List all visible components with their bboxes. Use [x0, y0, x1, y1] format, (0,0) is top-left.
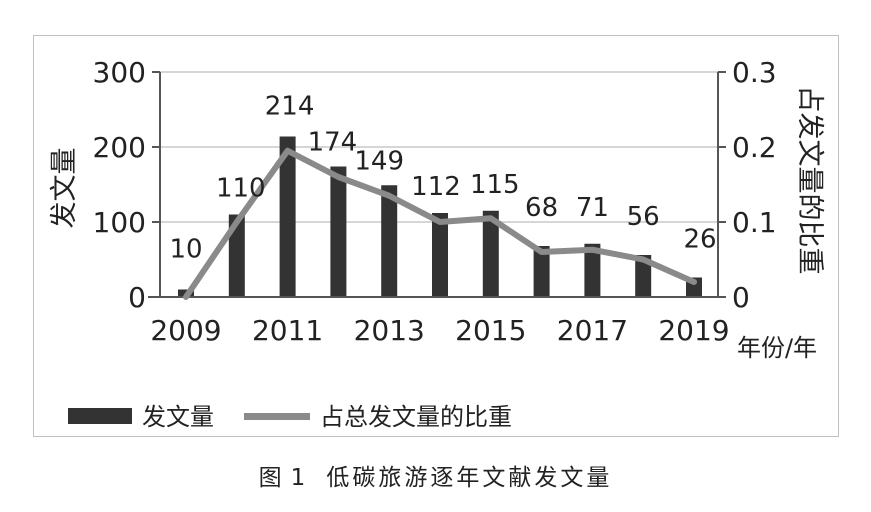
- legend-line-label: 占总发文量的比重: [320, 403, 512, 431]
- x-axis-title: 年份/年: [737, 334, 817, 362]
- data-label: 115: [470, 170, 520, 200]
- legend-bar-label: 发文量: [142, 403, 214, 431]
- data-label: 214: [265, 92, 315, 122]
- x-tick-label: 2013: [354, 314, 425, 347]
- y2-tick-label: 0.2: [732, 131, 777, 164]
- figure-caption: 图 1 低碳旅游逐年文献发文量: [0, 458, 871, 492]
- bar: [381, 185, 398, 297]
- bar: [432, 213, 448, 297]
- y-tick-label: 200: [93, 131, 146, 164]
- data-label: 149: [354, 146, 404, 176]
- y2-axis-title: 占发文量的比重: [794, 86, 825, 275]
- caption-title: 低碳旅游逐年文献发文量: [326, 465, 613, 491]
- legend-bar-swatch: [68, 408, 132, 424]
- bar: [482, 210, 499, 297]
- y-axis-title: 发文量: [49, 148, 80, 229]
- caption-label: 图: [258, 465, 285, 491]
- bar: [330, 166, 347, 297]
- bar: [533, 246, 550, 297]
- x-tick-label: 2009: [150, 314, 221, 347]
- x-tick-label: 2011: [252, 314, 323, 347]
- figure-frame: [33, 35, 839, 437]
- tick-labels: 0 100 200 300 0 0.1 0.2 0.3 2009 2011 2013 2015 2017…: [93, 56, 777, 347]
- legend-line-swatch: [244, 413, 310, 420]
- y2-tick-label: 0: [732, 281, 750, 314]
- caption-number: 1: [290, 465, 309, 491]
- axes: [148, 71, 726, 298]
- data-label: 112: [411, 172, 461, 202]
- data-label: 71: [576, 193, 609, 223]
- x-tick-label: 2015: [455, 314, 526, 347]
- bar: [228, 214, 245, 297]
- y2-tick-label: 0.3: [732, 56, 777, 89]
- x-tick-label: 2017: [557, 314, 628, 347]
- x-tick-label: 2019: [658, 314, 729, 347]
- y-tick-label: 0: [128, 281, 146, 314]
- data-label: 174: [308, 128, 358, 158]
- bar: [584, 243, 601, 297]
- data-label: 68: [525, 193, 558, 223]
- y2-tick-label: 0.1: [732, 206, 777, 239]
- bar: [635, 255, 652, 297]
- bar: [279, 136, 296, 297]
- y-tick-label: 100: [93, 206, 146, 239]
- data-label: 26: [683, 225, 716, 255]
- ratio-line-layer: [183, 147, 697, 300]
- bars: [178, 136, 702, 297]
- data-label: 10: [169, 235, 202, 265]
- data-label: 110: [216, 174, 266, 204]
- ratio-line: [183, 147, 697, 300]
- legend: 发文量 占总发文量的比重: [68, 403, 512, 431]
- y-tick-label: 300: [93, 56, 146, 89]
- data-label: 56: [627, 202, 660, 232]
